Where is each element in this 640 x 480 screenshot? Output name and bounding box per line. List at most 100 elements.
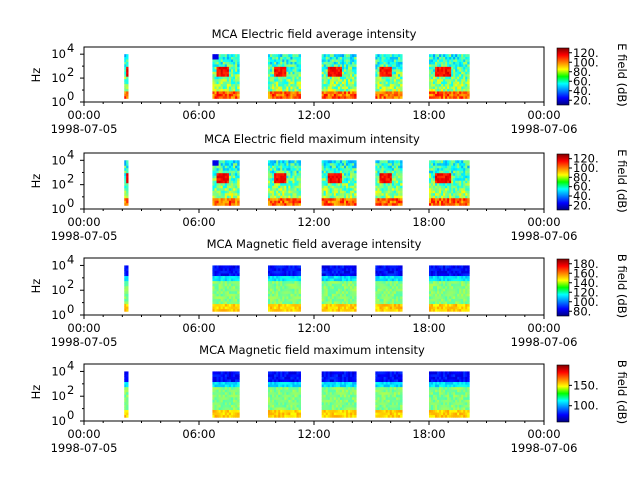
heatmap-cell (124, 376, 127, 380)
heatmap-cell (335, 202, 339, 206)
heatmap-cell (433, 165, 436, 169)
heatmap-cell (341, 288, 345, 292)
heatmap-cell (214, 192, 217, 196)
heatmap-cell (222, 404, 226, 408)
heatmap-cell (268, 381, 271, 385)
heatmap-cell (467, 54, 470, 58)
heatmap-cell (280, 66, 283, 70)
heatmap-cell (429, 273, 432, 277)
heatmap-cell (282, 373, 285, 377)
heatmap-cell (226, 66, 230, 70)
heatmap-cell (214, 409, 217, 413)
heatmap-cell (335, 303, 339, 307)
heatmap-cell (126, 175, 129, 179)
heatmap-cell (377, 273, 380, 277)
heatmap-cell (268, 95, 271, 99)
heatmap-cell (212, 379, 215, 383)
heatmap-cell (398, 167, 401, 171)
heatmap-cell (381, 285, 384, 289)
heatmap-cell (270, 185, 273, 189)
heatmap-cell (272, 202, 275, 206)
heatmap-cell (282, 83, 285, 87)
heatmap-cell (435, 172, 438, 176)
heatmap-cell (268, 308, 271, 312)
heatmap-cell (465, 88, 468, 92)
heatmap-cell (212, 301, 215, 305)
heatmap-cell (272, 172, 275, 176)
heatmap-cell (280, 187, 283, 191)
heatmap-cell (451, 202, 454, 206)
heatmap-cell (278, 308, 281, 312)
heatmap-cell (385, 177, 389, 181)
heatmap-cell (220, 177, 224, 181)
heatmap-cell (385, 298, 389, 302)
heatmap-cell (435, 182, 438, 186)
heatmap-cell (375, 270, 378, 274)
heatmap-cell (284, 165, 287, 169)
heatmap-cell (445, 298, 448, 302)
heatmap-cell (465, 83, 468, 87)
heatmap-cell (435, 308, 438, 312)
heatmap-cell (214, 160, 217, 164)
heatmap-cell (278, 66, 281, 70)
heatmap-cell (389, 56, 393, 60)
heatmap-cell (230, 175, 234, 179)
heatmap-cell (385, 296, 389, 299)
heatmap-cell (228, 71, 232, 75)
heatmap-cell (212, 56, 215, 60)
heatmap-cell (276, 59, 279, 62)
heatmap-cell (429, 83, 432, 87)
heatmap-cell (331, 93, 335, 97)
heatmap-cell (272, 391, 275, 395)
heatmap-cell (124, 81, 127, 85)
heatmap-cell (431, 64, 434, 67)
heatmap-cell (433, 265, 436, 269)
heatmap-cell (443, 301, 446, 305)
heatmap-cell (443, 170, 446, 174)
heatmap-cell (292, 303, 295, 307)
heatmap-cell (294, 182, 297, 186)
heatmap-cell (331, 66, 335, 70)
heatmap-cell (461, 93, 464, 97)
heatmap-cell (465, 56, 468, 60)
heatmap-cell (325, 182, 329, 186)
heatmap-cell (284, 409, 287, 413)
heatmap-cell (461, 71, 464, 75)
heatmap-cell (294, 76, 297, 80)
heatmap-cell (433, 162, 436, 166)
heatmap-cell (398, 61, 401, 65)
y-tick-label: 10 (51, 95, 66, 109)
heatmap-cell (395, 61, 399, 65)
heatmap-cell (228, 182, 232, 186)
heatmap-cell (235, 170, 238, 174)
heatmap-cell (280, 93, 283, 97)
heatmap-cell (124, 190, 127, 194)
heatmap-cell (429, 177, 432, 181)
heatmap-cell (286, 296, 289, 299)
heatmap-cell (272, 61, 275, 65)
heatmap-cell (331, 306, 335, 310)
heatmap-cell (433, 64, 436, 67)
heatmap-cell (395, 288, 399, 292)
heatmap-cell (124, 407, 127, 411)
heatmap-cell (337, 200, 341, 204)
heatmap-cell (220, 389, 224, 393)
heatmap-cell (383, 202, 387, 206)
x-tick-label: 12:00 (297, 108, 330, 122)
heatmap-cell (463, 175, 466, 179)
heatmap-cell (228, 76, 232, 80)
heatmap-cell (437, 192, 440, 196)
heatmap-cell (447, 91, 450, 94)
heatmap-cell (389, 265, 393, 269)
colorbar-frame (556, 47, 570, 106)
heatmap-cell (375, 71, 378, 75)
heatmap-cell (354, 91, 357, 94)
heatmap-cell (395, 91, 399, 94)
heatmap-cell (437, 293, 440, 297)
heatmap-cell (224, 195, 228, 199)
heatmap-cell (329, 59, 333, 62)
heatmap-cell (465, 308, 468, 312)
heatmap-cell (451, 81, 454, 85)
heatmap-cell (124, 195, 127, 199)
